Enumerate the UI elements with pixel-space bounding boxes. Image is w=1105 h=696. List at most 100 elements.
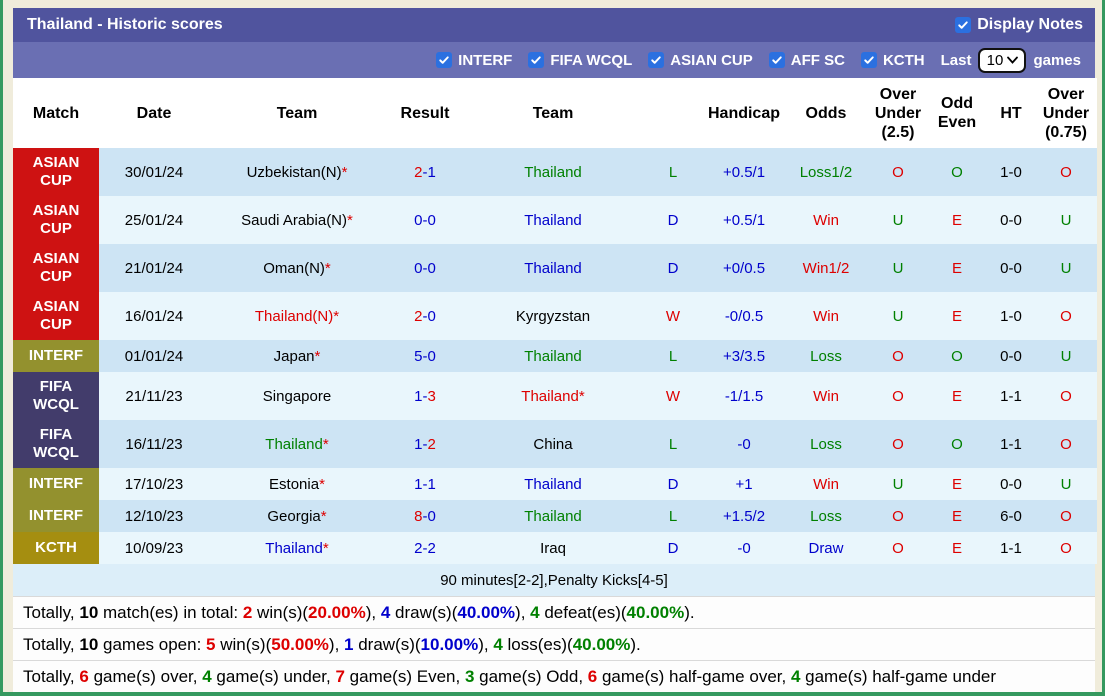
table-row[interactable]: ASIAN CUP 30/01/24 Uzbekistan(N)* 2-1 Th… — [13, 148, 1097, 196]
handicap: +1 — [705, 468, 783, 500]
odd-even: E — [927, 372, 987, 420]
match-result: 1-3 — [385, 372, 465, 420]
table-row[interactable]: INTERF 12/10/23 Georgia* 8-0 Thailand L … — [13, 500, 1097, 532]
match-result: 5-0 — [385, 340, 465, 372]
half-time-score: 0-0 — [987, 244, 1035, 292]
table-row[interactable]: ASIAN CUP 21/01/24 Oman(N)* 0-0 Thailand… — [13, 244, 1097, 292]
handicap: -0 — [705, 420, 783, 468]
team-away[interactable]: Thailand* — [465, 372, 641, 420]
table-row[interactable]: FIFA WCQL 16/11/23 Thailand* 1-2 China L… — [13, 420, 1097, 468]
team-home[interactable]: Japan* — [209, 340, 385, 372]
header-team-home: Team — [209, 78, 385, 148]
table-row[interactable]: ASIAN CUP 25/01/24 Saudi Arabia(N)* 0-0 … — [13, 196, 1097, 244]
odd-even: E — [927, 244, 987, 292]
match-badge: ASIAN CUP — [13, 196, 99, 244]
table-header: Match Date Team Result Team Handicap Odd… — [13, 78, 1097, 148]
team-home[interactable]: Thailand(N)* — [209, 292, 385, 340]
odds: Win — [783, 292, 869, 340]
wdl: W — [641, 292, 705, 340]
team-home[interactable]: Uzbekistan(N)* — [209, 148, 385, 196]
checkbox-checked-icon[interactable] — [436, 52, 453, 68]
handicap: -0/0.5 — [705, 292, 783, 340]
over-under-075: O — [1035, 292, 1097, 340]
odd-even: O — [927, 420, 987, 468]
wdl: D — [641, 196, 705, 244]
filter-kcth[interactable]: KCTH — [860, 52, 925, 69]
over-under-25: O — [869, 500, 927, 532]
filter-interf[interactable]: INTERF — [436, 52, 512, 69]
summary-line: Totally, 10 match(es) in total: 2 win(s)… — [13, 596, 1095, 628]
team-home[interactable]: Thailand* — [209, 420, 385, 468]
handicap: +3/3.5 — [705, 340, 783, 372]
header-date: Date — [99, 78, 209, 148]
wdl: W — [641, 372, 705, 420]
handicap: +0.5/1 — [705, 196, 783, 244]
team-home[interactable]: Singapore — [209, 372, 385, 420]
team-home[interactable]: Georgia* — [209, 500, 385, 532]
match-date: 12/10/23 — [99, 500, 209, 532]
team-away[interactable]: Thailand — [465, 196, 641, 244]
display-notes-toggle[interactable]: Display Notes — [955, 16, 1083, 34]
team-away[interactable]: Thailand — [465, 468, 641, 500]
team-away[interactable]: Thailand — [465, 244, 641, 292]
match-date: 21/11/23 — [99, 372, 209, 420]
over-under-25: O — [869, 420, 927, 468]
wdl: L — [641, 500, 705, 532]
checkbox-checked-icon[interactable] — [648, 52, 665, 68]
filter-label: FIFA WCQL — [550, 51, 633, 69]
team-home[interactable]: Saudi Arabia(N)* — [209, 196, 385, 244]
over-under-075: O — [1035, 420, 1097, 468]
table-row[interactable]: FIFA WCQL 21/11/23 Singapore 1-3 Thailan… — [13, 372, 1097, 420]
display-notes-label: Display Notes — [977, 16, 1083, 33]
filter-label: ASIAN CUP — [670, 51, 753, 69]
filter-fifa-wcql[interactable]: FIFA WCQL — [528, 52, 632, 69]
odd-even: O — [927, 148, 987, 196]
handicap: +0/0.5 — [705, 244, 783, 292]
page-title: Thailand - Historic scores — [27, 16, 223, 33]
match-date: 10/09/23 — [99, 532, 209, 564]
checkbox-checked-icon[interactable] — [528, 52, 545, 68]
over-under-075: U — [1035, 468, 1097, 500]
over-under-075: U — [1035, 196, 1097, 244]
over-under-25: O — [869, 372, 927, 420]
team-away[interactable]: Kyrgyzstan — [465, 292, 641, 340]
odds: Loss — [783, 340, 869, 372]
wdl: L — [641, 340, 705, 372]
over-under-075: U — [1035, 340, 1097, 372]
over-under-25: U — [869, 468, 927, 500]
over-under-25: O — [869, 148, 927, 196]
odds: Win — [783, 468, 869, 500]
match-badge: KCTH — [13, 532, 99, 564]
team-away[interactable]: Thailand — [465, 500, 641, 532]
team-home[interactable]: Oman(N)* — [209, 244, 385, 292]
wdl: D — [641, 244, 705, 292]
checkbox-checked-icon[interactable] — [768, 52, 785, 68]
filter-label: INTERF — [458, 51, 513, 69]
match-result: 2-1 — [385, 148, 465, 196]
table-row[interactable]: INTERF 17/10/23 Estonia* 1-1 Thailand D … — [13, 468, 1097, 500]
odds: Loss1/2 — [783, 148, 869, 196]
table-row[interactable]: ASIAN CUP 16/01/24 Thailand(N)* 2-0 Kyrg… — [13, 292, 1097, 340]
team-away[interactable]: Thailand — [465, 340, 641, 372]
table-row[interactable]: INTERF 01/01/24 Japan* 5-0 Thailand L +3… — [13, 340, 1097, 372]
team-away[interactable]: China — [465, 420, 641, 468]
header-team-away: Team — [465, 78, 641, 148]
filter-asian-cup[interactable]: ASIAN CUP — [648, 52, 753, 69]
over-under-25: O — [869, 532, 927, 564]
match-badge: INTERF — [13, 468, 99, 500]
header-over-under-075: Over Under (0.75) — [1035, 78, 1097, 148]
team-home[interactable]: Thailand* — [209, 532, 385, 564]
team-away[interactable]: Iraq — [465, 532, 641, 564]
last-games-select[interactable]: 10 — [978, 47, 1027, 73]
match-badge: FIFA WCQL — [13, 420, 99, 468]
table-row[interactable]: KCTH 10/09/23 Thailand* 2-2 Iraq D -0 Dr… — [13, 532, 1097, 564]
over-under-25: U — [869, 196, 927, 244]
filter-aff-sc[interactable]: AFF SC — [768, 52, 845, 69]
half-time-score: 0-0 — [987, 196, 1035, 244]
scores-table-container: Match Date Team Result Team Handicap Odd… — [13, 78, 1097, 692]
match-result: 0-0 — [385, 196, 465, 244]
checkbox-checked-icon[interactable] — [860, 52, 877, 68]
team-away[interactable]: Thailand — [465, 148, 641, 196]
team-home[interactable]: Estonia* — [209, 468, 385, 500]
checkbox-checked-icon[interactable] — [955, 17, 972, 33]
